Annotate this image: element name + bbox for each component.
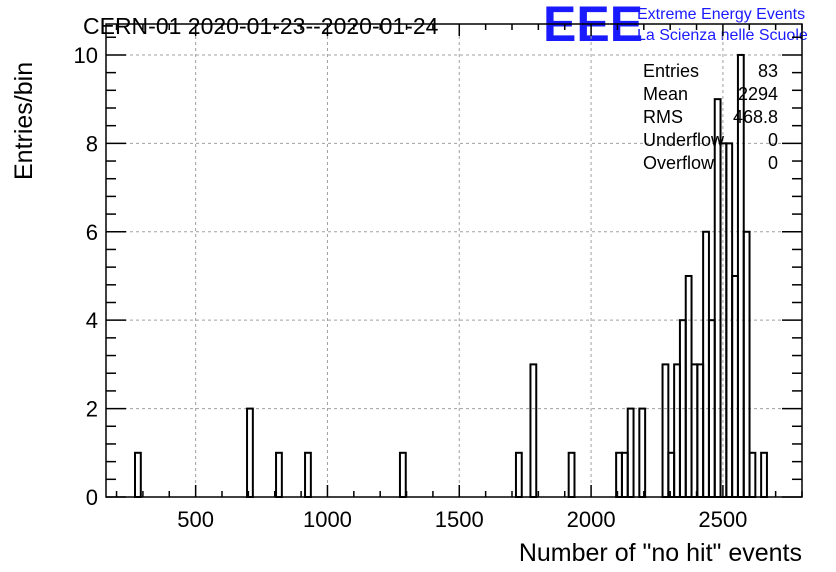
stats-value: 83 [758, 61, 778, 81]
histogram-bin [304, 451, 312, 499]
x-tick-label: 1000 [303, 507, 352, 532]
histogram-bin [567, 451, 576, 499]
histogram-bin [748, 451, 757, 499]
y-tick-label: 0 [86, 485, 98, 510]
stats-label: Overflow [643, 153, 715, 173]
y-tick-label: 10 [74, 43, 98, 68]
histogram-bin [514, 451, 523, 499]
chart-title: CERN-01 2020-01-23--2020-01-24 [83, 13, 439, 39]
histogram-bin [626, 407, 635, 498]
grid [106, 24, 802, 497]
stats-box: Entries 83 Mean 2294 RMS 468.8 Underflow 0 Overf… [643, 61, 778, 173]
stats-value: 0 [768, 153, 778, 173]
histogram-bin [275, 451, 283, 499]
y-tick-label: 6 [86, 220, 98, 245]
stats-value: 2294 [738, 84, 778, 104]
plot-frame [105, 23, 803, 498]
logo-line-1: Extreme Energy Events [637, 6, 805, 23]
x-tick-label: 2000 [567, 507, 616, 532]
histogram-bin [529, 363, 538, 498]
histogram-bin [638, 407, 647, 498]
stats-label: Underflow [643, 130, 725, 150]
histogram-bin [134, 451, 142, 499]
logo-mark: EEE [543, 0, 643, 52]
y-axis-label: Entries/bin [10, 62, 38, 180]
stats-label: Entries [643, 61, 699, 81]
stats-label: Mean [643, 84, 688, 104]
y-tick-label: 2 [86, 397, 98, 422]
x-tick-label: 2500 [698, 507, 747, 532]
tick-labels: 500 1000 1500 2000 2500 0 2 4 6 8 10 [74, 43, 748, 532]
x-axis-label: Number of "no hit" events [519, 539, 802, 567]
y-tick-label: 8 [86, 131, 98, 156]
histogram-bin [246, 407, 254, 498]
x-tick-label: 500 [177, 507, 214, 532]
histogram-bin [760, 451, 768, 499]
axis-ticks [106, 24, 803, 498]
eee-logo: EEE Extreme Energy Events La Scienza nel… [543, 0, 808, 52]
x-tick-label: 1500 [435, 507, 484, 532]
stats-value: 468.8 [733, 107, 778, 127]
histogram-bin [398, 451, 407, 499]
stats-label: RMS [643, 107, 683, 127]
stats-value: 0 [768, 130, 778, 150]
y-tick-label: 4 [86, 308, 98, 333]
